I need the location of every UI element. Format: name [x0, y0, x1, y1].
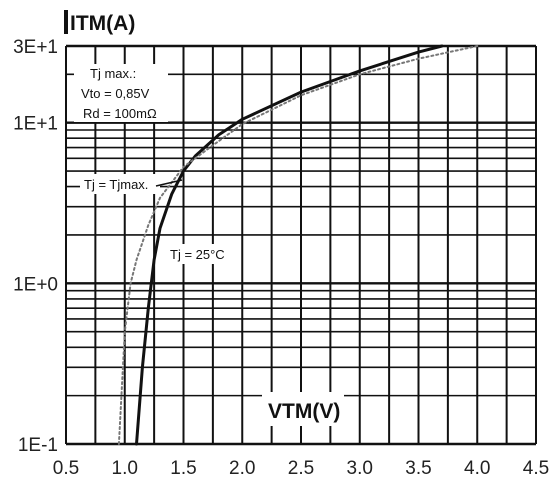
data-curves: [117, 44, 479, 446]
plot-grid: [65, 44, 537, 446]
series-line-tjmax: [117, 45, 479, 445]
x-axis-title-mask: [262, 392, 344, 426]
y-tick-label: 1E-1: [18, 435, 58, 456]
y-tick-label: 3E+1: [13, 37, 58, 58]
tick-labels: 0.5 1.0 1.5 2.0 2.5 3.0 3.5 4.0 4.5 3E+1 1E+1 1E+0 1…: [13, 37, 549, 479]
y-tick-label: 1E+1: [13, 114, 58, 135]
y-axis-title-bar: [64, 10, 68, 34]
max-params-line-2: Vto = 0,85V: [81, 86, 150, 101]
x-tick-label: 3.0: [347, 458, 373, 479]
y-axis-title: ITM(A): [70, 12, 135, 35]
max-params-line-1: Tj max.:: [90, 66, 136, 81]
y-tick-label: 1E+0: [13, 274, 58, 295]
x-tick-label: 2.5: [288, 458, 314, 479]
x-tick-label: 1.5: [170, 458, 196, 479]
tjmax-label: Tj = Tjmax.: [84, 177, 148, 192]
x-tick-label: 3.5: [405, 458, 431, 479]
x-tick-label: 0.5: [53, 458, 79, 479]
x-tick-label: 4.0: [464, 458, 490, 479]
x-tick-label: 1.0: [112, 458, 138, 479]
tjmax-label-bg: [80, 174, 160, 194]
x-tick-label: 4.5: [523, 458, 549, 479]
x-axis-title: VTM(V): [268, 400, 340, 423]
tj25-label-bg: [166, 244, 238, 264]
tjmax-pointer: [155, 179, 183, 187]
x-tick-label: 2.0: [229, 458, 255, 479]
max-params-line-3: Rd = 100mΩ: [83, 106, 157, 121]
max-params-box: [74, 64, 168, 122]
tj25-label: Tj = 25°C: [170, 247, 225, 262]
